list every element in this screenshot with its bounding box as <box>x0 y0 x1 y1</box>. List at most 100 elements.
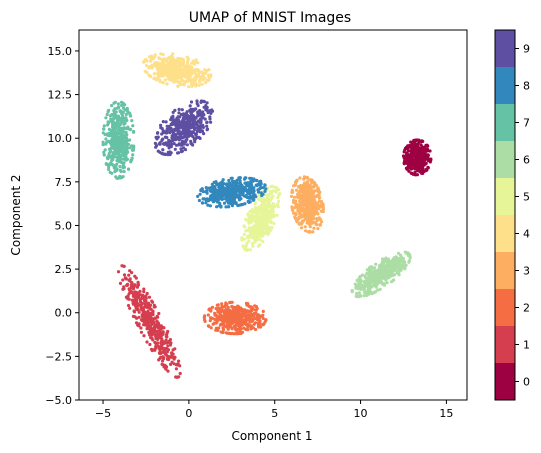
data-point <box>308 178 312 182</box>
data-point <box>234 201 238 205</box>
cluster-digit-6 <box>350 250 412 299</box>
data-point <box>415 173 419 177</box>
data-point <box>113 147 117 152</box>
data-point <box>110 158 114 162</box>
data-point <box>252 314 256 318</box>
data-point <box>183 81 187 85</box>
data-point <box>158 74 162 78</box>
data-point <box>253 215 258 219</box>
data-point <box>206 73 211 78</box>
data-point <box>145 320 149 324</box>
data-point <box>246 309 250 313</box>
data-point <box>233 306 237 310</box>
data-point <box>120 146 124 151</box>
data-point <box>202 76 206 80</box>
data-point <box>103 148 107 152</box>
data-point <box>170 136 174 140</box>
data-point <box>421 168 425 173</box>
y-tick-label: 10.0 <box>48 132 73 145</box>
data-point <box>277 199 281 204</box>
data-point <box>215 320 219 324</box>
data-point <box>231 192 236 196</box>
data-point <box>249 176 254 181</box>
cluster-digit-9 <box>153 99 215 157</box>
data-point <box>158 57 162 61</box>
data-point <box>262 231 266 235</box>
data-point <box>149 54 153 58</box>
data-point <box>254 308 258 312</box>
data-point <box>145 291 149 296</box>
data-point <box>230 176 234 180</box>
data-point <box>416 167 420 171</box>
data-point <box>144 303 149 307</box>
data-point <box>308 195 312 199</box>
data-point <box>178 371 182 376</box>
data-point <box>365 293 369 297</box>
data-point <box>143 295 147 299</box>
cluster-digit-8 <box>196 176 268 209</box>
data-point <box>209 308 213 312</box>
data-point <box>224 205 228 209</box>
data-point <box>220 305 224 310</box>
data-point <box>313 212 317 216</box>
data-point <box>292 201 296 205</box>
data-point <box>240 236 244 240</box>
data-point <box>367 275 371 279</box>
data-point <box>102 127 106 131</box>
data-point <box>296 206 300 210</box>
data-point <box>169 143 173 147</box>
data-point <box>245 248 249 252</box>
data-point <box>127 297 131 301</box>
data-point <box>262 205 266 210</box>
data-point <box>253 240 257 244</box>
data-point <box>133 274 137 278</box>
data-point <box>290 207 295 211</box>
data-point <box>236 311 240 315</box>
data-point <box>269 196 273 200</box>
data-point <box>177 111 181 115</box>
data-point <box>253 237 257 241</box>
colorbar-tick-label: 3 <box>523 265 530 278</box>
data-point <box>225 196 229 200</box>
data-point <box>104 162 109 166</box>
data-point <box>260 193 264 198</box>
data-point <box>144 317 148 321</box>
x-axis-label: Component 1 <box>231 429 312 443</box>
data-point <box>125 149 129 153</box>
data-point <box>420 153 425 157</box>
data-point <box>222 193 226 197</box>
data-point <box>402 150 406 154</box>
data-point <box>408 160 412 164</box>
data-point <box>220 323 224 327</box>
data-point <box>166 150 170 154</box>
plot-frame <box>78 29 468 401</box>
data-point <box>256 230 261 235</box>
data-point <box>137 322 141 326</box>
data-point <box>115 130 119 134</box>
data-point <box>174 367 178 371</box>
data-point <box>115 162 119 166</box>
data-point <box>265 222 269 226</box>
data-point <box>192 71 196 75</box>
data-point <box>415 164 419 168</box>
data-point <box>406 152 410 157</box>
data-point <box>362 288 366 292</box>
data-point <box>356 295 360 299</box>
data-point <box>228 184 232 188</box>
data-point <box>173 74 177 78</box>
data-point <box>238 331 242 336</box>
data-point <box>197 127 201 131</box>
data-point <box>316 186 320 190</box>
colorbar-tick-label: 6 <box>523 154 530 167</box>
data-point <box>202 315 206 319</box>
data-point <box>185 55 189 59</box>
data-point <box>273 204 277 208</box>
data-point <box>205 127 210 131</box>
data-point <box>253 193 257 197</box>
data-point <box>245 241 249 245</box>
data-point <box>309 212 314 216</box>
data-point <box>264 187 268 191</box>
data-point <box>390 262 394 266</box>
data-point <box>119 149 123 154</box>
data-point <box>220 190 224 194</box>
